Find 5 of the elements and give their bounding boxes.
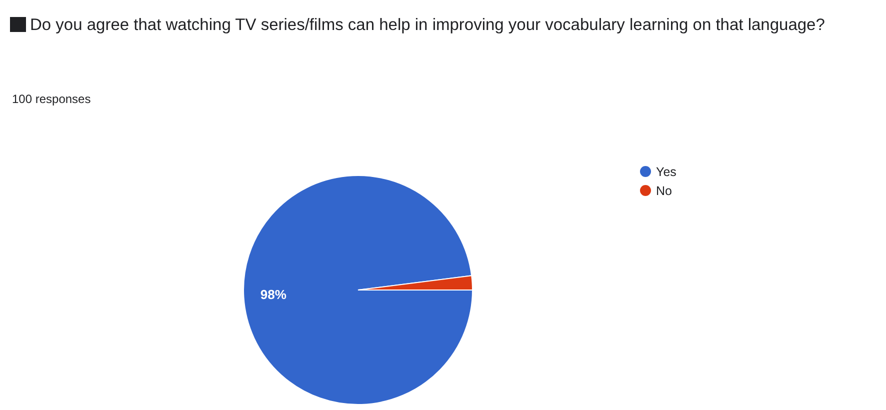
data-label: 98% bbox=[260, 286, 287, 302]
chart-title: Do you agree that watching TV series/films can help in improving your vocabulary learning on that language? bbox=[30, 16, 825, 34]
text: 100 responses bbox=[12, 92, 91, 106]
legend-label: No bbox=[656, 184, 672, 198]
legend-label: Yes bbox=[656, 164, 676, 178]
